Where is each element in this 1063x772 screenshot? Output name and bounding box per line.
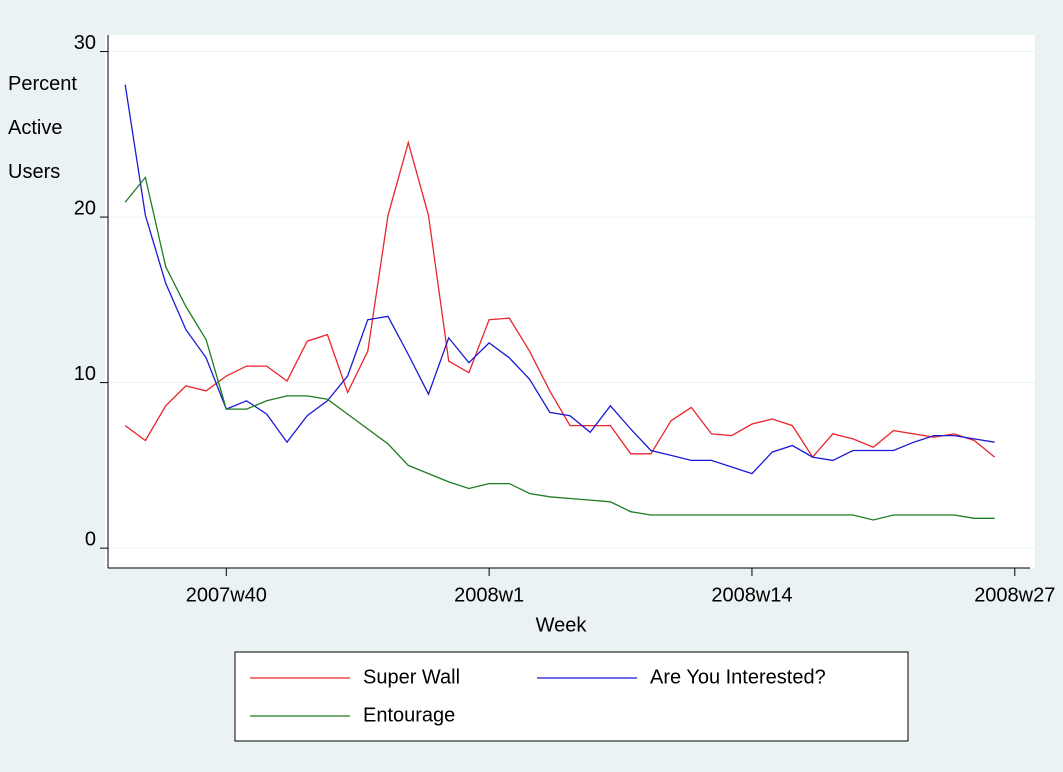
legend-box [234, 651, 909, 742]
x-tick-label: 2007w40 [186, 584, 267, 606]
x-tick-label: 2008w1 [454, 584, 524, 606]
y-tick-label: 30 [74, 32, 96, 54]
plot-area [105, 35, 1035, 568]
x-tick-label: 2008w27 [974, 584, 1055, 606]
y-tick-label: 10 [74, 363, 96, 385]
legend-label: Super Wall [363, 666, 460, 688]
series-line [124, 175, 995, 521]
x-tick-label: 2008w14 [711, 584, 792, 606]
legend: Super Wall Are You Interested? Entourage [234, 651, 909, 742]
legend-label: Are You Interested? [650, 666, 826, 688]
y-axis-title: Percent Active Users [8, 73, 77, 183]
y-tick-label: 20 [74, 197, 96, 219]
series-line [124, 140, 996, 459]
legend-label: Entourage [363, 704, 455, 726]
x-axis-title: Week [536, 614, 588, 636]
series-line [124, 84, 995, 475]
y-tick-label: 0 [85, 528, 96, 550]
